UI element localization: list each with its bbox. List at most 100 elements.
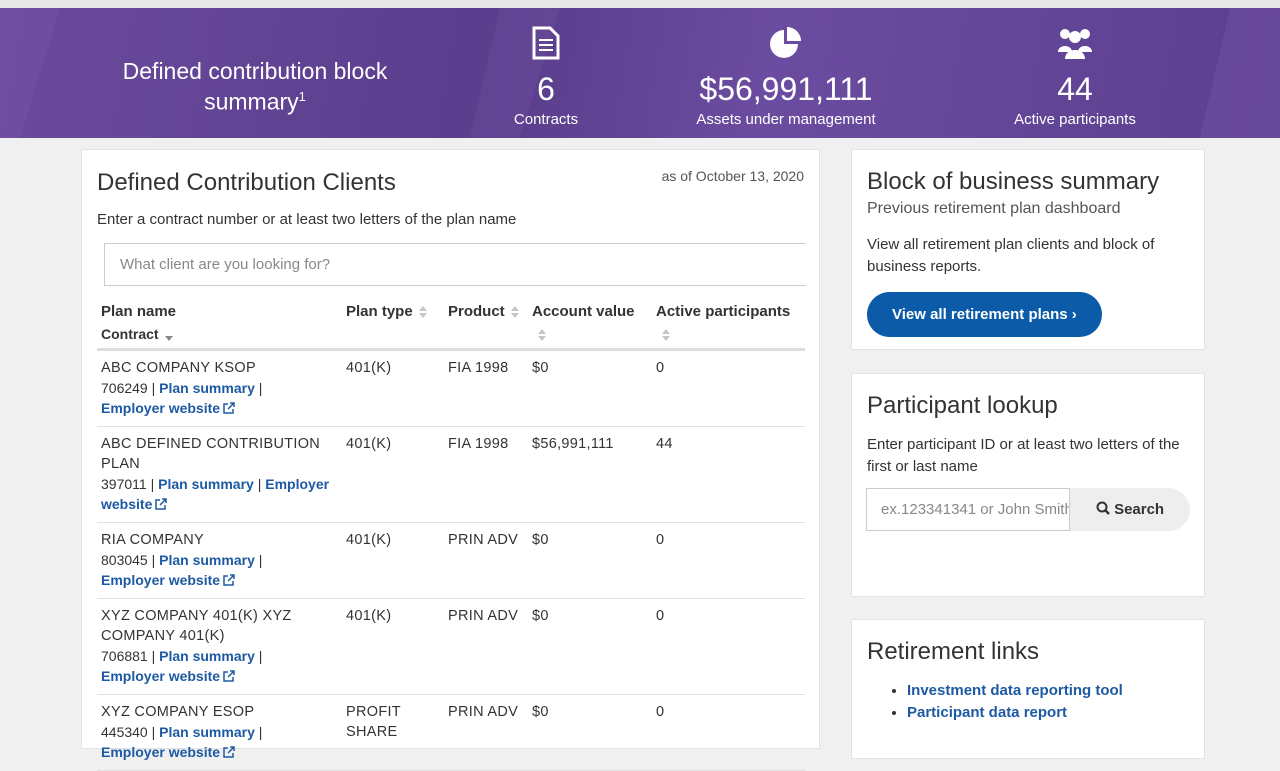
- participants: 0: [656, 360, 665, 376]
- stat-participants: 44 Active participants: [955, 26, 1195, 128]
- plan-cell: XYZ COMPANY ESOP 445340 | Plan summary | …: [101, 702, 346, 762]
- stat-assets: $56,991,111 Assets under management: [666, 26, 906, 128]
- contract-number: 706881: [101, 648, 148, 664]
- plan-type: 401(K): [346, 608, 392, 624]
- participants: 0: [656, 532, 665, 548]
- plan-links: 445340 | Plan summary | Employer website: [101, 724, 263, 760]
- plan-cell: RIA COMPANY 803045 | Plan summary | Emplo…: [101, 530, 346, 590]
- employer-website-link[interactable]: Employer website: [101, 668, 235, 684]
- plan-type: PROFIT SHARE: [346, 704, 401, 740]
- button-label: View all retirement plans: [892, 306, 1068, 323]
- employer-website-link[interactable]: Employer website: [101, 572, 235, 588]
- banner-title: Defined contribution block summary1: [95, 58, 415, 115]
- employer-website-link[interactable]: Employer website: [101, 744, 235, 760]
- column-label: Plan type: [346, 303, 413, 320]
- table-row: RIA COMPANY 803045 | Plan summary | Emplo…: [97, 523, 805, 599]
- search-icon: [1096, 501, 1110, 515]
- plan-summary-link[interactable]: Plan summary: [159, 552, 255, 568]
- plan-name: XYZ COMPANY ESOP: [101, 704, 255, 720]
- plan-summary-link[interactable]: Plan summary: [158, 476, 254, 492]
- pie-icon: [770, 27, 801, 58]
- column-label: Active participants: [656, 303, 791, 320]
- participant-search-input[interactable]: ex.123341341 or John Smith: [866, 488, 1070, 531]
- search-instructions: Enter a contract number or at least two …: [97, 211, 517, 228]
- sort-icon[interactable]: [164, 329, 174, 342]
- page: Defined contribution block summary1 6 Co…: [0, 0, 1280, 720]
- account-value: $0: [532, 704, 549, 720]
- search-button[interactable]: Search: [1070, 488, 1190, 531]
- table-body: ABC COMPANY KSOP 706249 | Plan summary | …: [97, 351, 805, 771]
- column-sublabel: Contract: [101, 326, 159, 342]
- view-plans-button[interactable]: View all retirement plans ›: [867, 292, 1102, 337]
- external-link-icon: [223, 670, 235, 682]
- employer-website-link[interactable]: Employer website: [101, 476, 330, 512]
- stat-value: 6: [537, 71, 555, 107]
- column-header: Account value: [532, 300, 656, 346]
- plan-name: ABC COMPANY KSOP: [101, 360, 256, 376]
- plan-summary-link[interactable]: Plan summary: [159, 648, 255, 664]
- retirement-link[interactable]: Investment data reporting tool: [907, 682, 1123, 699]
- external-link-icon: [223, 746, 235, 758]
- column-header: Plan name Contract: [101, 300, 346, 346]
- table-header: Plan name Contract Plan type Product Account…: [97, 300, 805, 351]
- stat-label: Active participants: [1014, 111, 1136, 128]
- product: FIA 1998: [448, 436, 509, 452]
- as-of-date: as of October 13, 2020: [661, 168, 804, 184]
- plan-name: XYZ COMPANY 401(K) XYZ COMPANY 401(K): [101, 608, 292, 644]
- link-item: Investment data reporting tool: [907, 680, 1189, 702]
- plan-links: 397011 | Plan summary | Employer website: [101, 476, 330, 512]
- column-header: Plan type: [346, 300, 448, 346]
- external-link-icon: [223, 402, 235, 414]
- document-icon: [532, 26, 560, 60]
- sort-icon[interactable]: [418, 306, 428, 319]
- card-text: Enter participant ID or at least two let…: [867, 436, 1180, 475]
- product: PRIN ADV: [448, 608, 519, 624]
- people-icon: [1058, 29, 1092, 59]
- table-row: ABC DEFINED CONTRIBUTION PLAN 397011 | Pl…: [97, 427, 805, 523]
- contract-number: 706249: [101, 380, 148, 396]
- sort-icon[interactable]: [538, 329, 547, 342]
- external-link-icon: [223, 574, 235, 586]
- stat-value: $56,991,111: [699, 71, 873, 107]
- participants: 0: [656, 608, 665, 624]
- plan-type: 401(K): [346, 532, 392, 548]
- top-bar: [0, 0, 1280, 8]
- column-label: Plan name: [101, 303, 177, 320]
- button-label: Search: [1114, 501, 1165, 518]
- employer-website-link[interactable]: Employer website: [101, 400, 235, 416]
- account-value: $0: [532, 532, 549, 548]
- contract-number: 803045: [101, 552, 148, 568]
- participants: 44: [656, 436, 673, 452]
- sort-icon[interactable]: [510, 306, 520, 319]
- plan-type: 401(K): [346, 360, 392, 376]
- participant-lookup-card: Participant lookup Enter participant ID …: [851, 373, 1205, 597]
- plan-summary-link[interactable]: Plan summary: [159, 380, 255, 396]
- stat-value: 44: [1057, 71, 1093, 107]
- card-title: Participant lookup: [867, 392, 1058, 419]
- account-value: $56,991,111: [532, 436, 614, 452]
- retirement-link[interactable]: Participant data report: [907, 704, 1068, 721]
- stat-label: Assets under management: [696, 111, 876, 128]
- column-header: Active participants: [656, 300, 805, 346]
- link-item: Participant data report: [907, 702, 1189, 724]
- summary-banner: Defined contribution block summary1 6 Co…: [0, 8, 1280, 138]
- footnote-mark: 1: [298, 89, 306, 104]
- column-header: Product: [448, 300, 532, 346]
- account-value: $0: [532, 608, 549, 624]
- banner-decor: [0, 8, 1280, 138]
- client-search-input[interactable]: What client are you looking for?: [104, 243, 806, 286]
- contract-number: 445340: [101, 724, 148, 740]
- clients-title: Defined Contribution Clients: [97, 169, 396, 196]
- plan-summary-link[interactable]: Plan summary: [159, 724, 255, 740]
- external-link-icon: [155, 498, 168, 510]
- card-title: Retirement links: [867, 638, 1040, 665]
- sort-icon[interactable]: [662, 329, 671, 342]
- plan-name: RIA COMPANY: [101, 532, 204, 548]
- table-row: ABC COMPANY KSOP 706249 | Plan summary | …: [97, 351, 805, 427]
- retirement-links-card: Retirement links Investment data reporti…: [851, 619, 1205, 759]
- plan-name: ABC DEFINED CONTRIBUTION PLAN: [101, 436, 321, 472]
- table-row: XYZ COMPANY ESOP 445340 | Plan summary | …: [97, 695, 805, 771]
- card-subtitle: Previous retirement plan dashboard: [867, 200, 1121, 217]
- participants: 0: [656, 704, 665, 720]
- clients-card: Defined Contribution Clients as of Octob…: [81, 149, 820, 771]
